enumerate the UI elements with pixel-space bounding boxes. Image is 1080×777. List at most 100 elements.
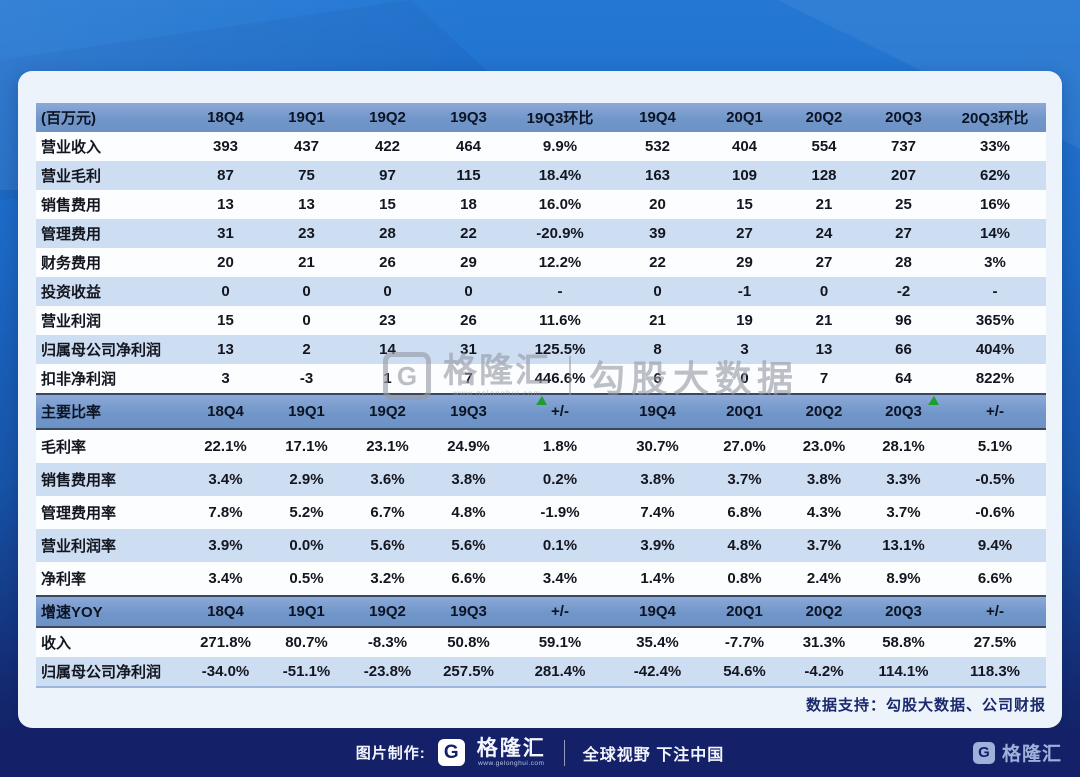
row-label: 毛利率 bbox=[36, 429, 185, 463]
table-cell: 0 bbox=[266, 277, 347, 306]
table-cell: 87 bbox=[185, 161, 266, 190]
column-header: 19Q3 bbox=[428, 595, 509, 628]
table-cell: 404 bbox=[704, 132, 785, 161]
green-triangle-marker-icon bbox=[536, 396, 547, 405]
column-header: 20Q1 bbox=[704, 393, 785, 430]
column-header: 19Q4 bbox=[611, 595, 704, 628]
table-cell: 25 bbox=[863, 190, 944, 219]
footer-divider bbox=[563, 739, 565, 766]
table-cell: 11.6% bbox=[509, 306, 611, 335]
table-cell: 28 bbox=[347, 219, 428, 248]
row-label: 销售费用 bbox=[36, 190, 185, 219]
table-cell: 33% bbox=[944, 132, 1046, 161]
table-cell: 3.8% bbox=[785, 463, 863, 496]
table-cell: 21 bbox=[785, 306, 863, 335]
table-cell: 7 bbox=[785, 364, 863, 394]
table-cell: 128 bbox=[785, 161, 863, 190]
section-title: 增速YOY bbox=[36, 595, 185, 628]
table-cell: -4.2% bbox=[785, 657, 863, 688]
table-cell: -34.0% bbox=[185, 657, 266, 688]
table-cell: 22 bbox=[428, 219, 509, 248]
table-cell: 54.6% bbox=[704, 657, 785, 688]
content-card: (百万元) 18Q4 19Q1 19Q2 19Q3 19Q3环比 19Q4 20Q1 20Q2 2… bbox=[18, 71, 1062, 728]
table-cell: 19 bbox=[704, 306, 785, 335]
table-cell: 27 bbox=[785, 248, 863, 277]
section-title: 主要比率 bbox=[36, 393, 185, 430]
table-cell: 15 bbox=[704, 190, 785, 219]
footer-brand-right-label: 格隆汇 bbox=[1001, 744, 1062, 765]
table-cell: 31 bbox=[185, 219, 266, 248]
table-cell: 554 bbox=[785, 132, 863, 161]
column-header: 18Q4 bbox=[185, 595, 266, 628]
table-cell: 22.1% bbox=[185, 429, 266, 463]
table-cell: 464 bbox=[428, 132, 509, 161]
table-row: 营业利润率 3.9% 0.0% 5.6% 5.6% 0.1% 3.9% 4.8% 3.7% 13.… bbox=[36, 529, 1046, 562]
column-header: 19Q3 bbox=[428, 393, 509, 430]
column-header: +/- bbox=[509, 393, 611, 430]
gelonghui-logo-icon: G bbox=[972, 741, 995, 764]
table-cell: 9.9% bbox=[509, 132, 611, 161]
table-cell: -8.3% bbox=[347, 627, 428, 657]
table-cell: 0.1% bbox=[509, 529, 611, 562]
table-cell: 1 bbox=[347, 364, 428, 394]
table-cell: 6 bbox=[611, 364, 704, 394]
table-header-row: (百万元) 18Q4 19Q1 19Q2 19Q3 19Q3环比 19Q4 20Q1 20Q2 2… bbox=[36, 103, 1046, 132]
table-cell: - bbox=[944, 277, 1046, 306]
table-cell: -20.9% bbox=[509, 219, 611, 248]
table-cell: 50.8% bbox=[428, 627, 509, 657]
table-cell: 16% bbox=[944, 190, 1046, 219]
table-cell: 23.1% bbox=[347, 429, 428, 463]
table-cell: 12.2% bbox=[509, 248, 611, 277]
table-cell: 5.2% bbox=[266, 496, 347, 529]
table-cell: 0 bbox=[611, 277, 704, 306]
column-header: 20Q2 bbox=[785, 595, 863, 628]
table-cell: -1.9% bbox=[509, 496, 611, 529]
table-cell: 365% bbox=[944, 306, 1046, 335]
table-cell: 27.0% bbox=[704, 429, 785, 463]
column-header: 20Q3 bbox=[863, 595, 944, 628]
table-cell: 18 bbox=[428, 190, 509, 219]
table-cell: 14 bbox=[347, 335, 428, 364]
green-triangle-marker-icon bbox=[928, 396, 939, 405]
column-header: 19Q3 bbox=[428, 103, 509, 132]
table-cell: 3% bbox=[944, 248, 1046, 277]
table-cell: -51.1% bbox=[266, 657, 347, 688]
table-cell: 24.9% bbox=[428, 429, 509, 463]
table-cell: 118.3% bbox=[944, 657, 1046, 688]
table-cell: -42.4% bbox=[611, 657, 704, 688]
table-cell: 58.8% bbox=[863, 627, 944, 657]
table-cell: 13.1% bbox=[863, 529, 944, 562]
column-header: 20Q3 bbox=[863, 393, 944, 430]
table-cell: 4.8% bbox=[704, 529, 785, 562]
data-source-note: 数据支持：勾股大数据、公司财报 bbox=[805, 697, 1046, 714]
footer-brand-url: www.gelonghui.com bbox=[478, 759, 545, 767]
table-cell: 6.6% bbox=[428, 562, 509, 596]
table-header-row: 增速YOY 18Q4 19Q1 19Q2 19Q3 +/- 19Q4 20Q1 20Q2 20Q3… bbox=[36, 595, 1046, 628]
table-cell: 446.6% bbox=[509, 364, 611, 394]
table-cell: -23.8% bbox=[347, 657, 428, 688]
table-row: 毛利率 22.1% 17.1% 23.1% 24.9% 1.8% 30.7% 27.0% 23.… bbox=[36, 429, 1046, 463]
table-cell: 4.8% bbox=[428, 496, 509, 529]
column-header: 20Q1 bbox=[704, 103, 785, 132]
footer-slogan: 全球视野 下注中国 bbox=[582, 746, 725, 764]
table-cell: 3.7% bbox=[785, 529, 863, 562]
table-cell: 26 bbox=[347, 248, 428, 277]
table-row: 归属母公司净利润 -34.0% -51.1% -23.8% 257.5% 281.4% -4… bbox=[36, 657, 1046, 688]
table-cell: 6.8% bbox=[704, 496, 785, 529]
table-cell: 23.0% bbox=[785, 429, 863, 463]
table-row: 财务费用 20 21 26 29 12.2% 22 29 27 28 3% bbox=[36, 248, 1046, 277]
table-cell: 18.4% bbox=[509, 161, 611, 190]
row-label: 归属母公司净利润 bbox=[36, 657, 185, 688]
table-cell: 281.4% bbox=[509, 657, 611, 688]
table-cell: 75 bbox=[266, 161, 347, 190]
table-cell: 35.4% bbox=[611, 627, 704, 657]
table-cell: 13 bbox=[185, 190, 266, 219]
table-cell: 9.4% bbox=[944, 529, 1046, 562]
table-cell: 13 bbox=[266, 190, 347, 219]
column-header: 19Q2 bbox=[347, 103, 428, 132]
table-cell: 28 bbox=[863, 248, 944, 277]
table-cell: 7 bbox=[428, 364, 509, 394]
table-cell: 31.3% bbox=[785, 627, 863, 657]
row-label: 管理费用率 bbox=[36, 496, 185, 529]
row-label: 销售费用率 bbox=[36, 463, 185, 496]
